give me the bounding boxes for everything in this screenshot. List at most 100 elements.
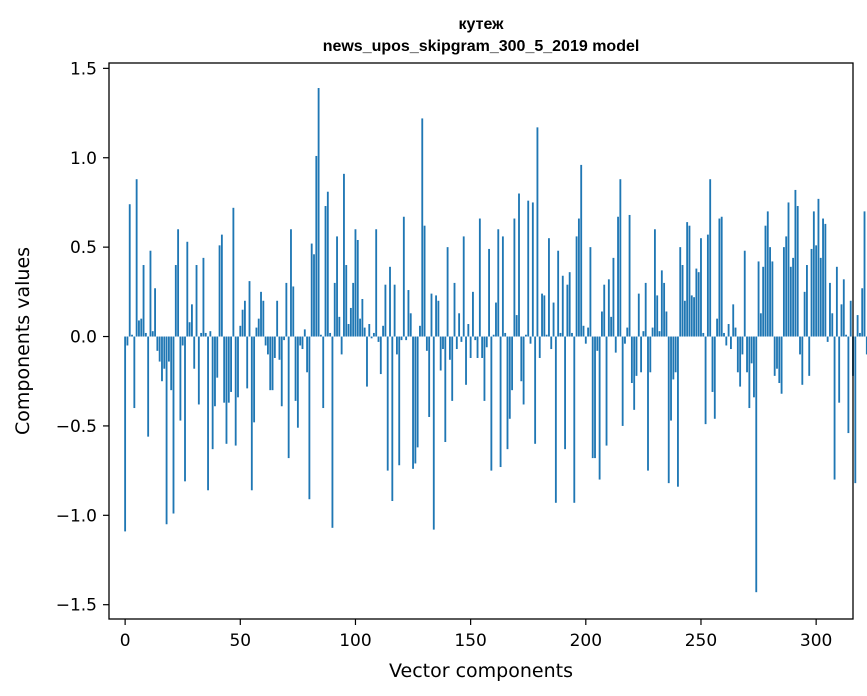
x-axis-label: Vector components bbox=[389, 660, 573, 682]
bar-299 bbox=[812, 211, 815, 337]
bar-162 bbox=[497, 229, 500, 337]
bar-140 bbox=[446, 247, 449, 337]
bar-129 bbox=[421, 118, 424, 337]
bar-203 bbox=[591, 336, 594, 459]
bar-212 bbox=[612, 257, 615, 337]
bar-289 bbox=[789, 266, 792, 337]
bar-54 bbox=[248, 281, 251, 337]
bar-194 bbox=[571, 332, 573, 337]
bar-33 bbox=[200, 332, 203, 337]
bar-51 bbox=[241, 309, 244, 337]
bar-53 bbox=[246, 336, 249, 389]
bar-12 bbox=[151, 331, 154, 337]
bar-16 bbox=[161, 336, 163, 382]
bar-217 bbox=[624, 336, 626, 344]
bar-180 bbox=[538, 336, 541, 358]
bar-318 bbox=[856, 315, 859, 337]
bar-28 bbox=[188, 322, 191, 337]
bar-8 bbox=[142, 265, 145, 337]
bar-118 bbox=[396, 336, 398, 355]
bar-72 bbox=[290, 229, 292, 337]
bar-222 bbox=[635, 336, 638, 376]
bar-14 bbox=[156, 336, 159, 351]
bar-178 bbox=[534, 336, 537, 444]
bar-81 bbox=[310, 243, 313, 337]
bar-309 bbox=[835, 266, 838, 337]
bar-82 bbox=[313, 254, 315, 337]
bar-228 bbox=[649, 336, 652, 373]
bar-69 bbox=[283, 336, 285, 341]
bar-97 bbox=[347, 324, 350, 337]
bar-63 bbox=[269, 336, 272, 391]
bar-225 bbox=[642, 331, 645, 337]
bar-236 bbox=[667, 336, 670, 484]
bar-99 bbox=[352, 282, 355, 337]
y-tick-label-3: 0.0 bbox=[70, 328, 97, 348]
bar-87 bbox=[324, 206, 327, 337]
bar-130 bbox=[423, 225, 426, 337]
bar-75 bbox=[296, 336, 299, 428]
bar-189 bbox=[559, 332, 562, 337]
bar-32 bbox=[197, 336, 200, 405]
bar-139 bbox=[444, 336, 447, 443]
bar-49 bbox=[237, 336, 239, 398]
bar-90 bbox=[331, 336, 334, 528]
bar-198 bbox=[580, 164, 583, 337]
y-tick-label-6: 1.5 bbox=[70, 59, 97, 79]
bar-67 bbox=[278, 336, 281, 360]
bar-37 bbox=[209, 331, 212, 337]
bar-125 bbox=[412, 336, 414, 469]
bar-57 bbox=[255, 327, 258, 337]
bar-285 bbox=[780, 336, 783, 394]
bar-244 bbox=[686, 222, 689, 337]
bar-183 bbox=[545, 334, 548, 337]
bar-173 bbox=[522, 336, 525, 405]
x-tick-label-0: 0 bbox=[120, 631, 131, 651]
bar-304 bbox=[824, 223, 827, 337]
bar-185 bbox=[550, 336, 553, 350]
bar-23 bbox=[177, 229, 180, 337]
bar-213 bbox=[614, 336, 617, 353]
bar-117 bbox=[393, 284, 396, 337]
bar-1 bbox=[126, 336, 129, 346]
bar-65 bbox=[273, 336, 276, 358]
bar-131 bbox=[425, 336, 428, 351]
bar-15 bbox=[158, 336, 161, 362]
bar-214 bbox=[617, 216, 619, 337]
bar-288 bbox=[787, 202, 790, 337]
bar-91 bbox=[333, 282, 336, 337]
bar-77 bbox=[301, 336, 304, 350]
x-tick-label-200: 200 bbox=[570, 631, 602, 651]
bar-319 bbox=[858, 332, 861, 337]
bar-55 bbox=[250, 336, 253, 491]
bar-270 bbox=[746, 336, 748, 373]
bar-273 bbox=[753, 336, 755, 398]
bar-267 bbox=[739, 336, 742, 387]
bar-238 bbox=[672, 336, 675, 380]
bar-163 bbox=[499, 336, 502, 468]
bar-144 bbox=[455, 336, 458, 350]
bar-311 bbox=[840, 304, 843, 337]
bar-305 bbox=[826, 336, 829, 342]
bar-187 bbox=[554, 336, 557, 503]
bar-287 bbox=[785, 236, 788, 337]
bar-286 bbox=[782, 247, 785, 337]
x-tick-label-250: 250 bbox=[685, 631, 717, 651]
bar-2 bbox=[128, 204, 131, 337]
bar-92 bbox=[336, 236, 338, 337]
bar-157 bbox=[485, 336, 488, 348]
bar-17 bbox=[163, 336, 166, 369]
bar-254 bbox=[709, 179, 712, 337]
bar-314 bbox=[847, 336, 850, 434]
bar-258 bbox=[718, 218, 721, 337]
bar-56 bbox=[253, 336, 256, 423]
bar-294 bbox=[801, 336, 804, 385]
bar-100 bbox=[354, 229, 357, 337]
bar-29 bbox=[191, 304, 193, 337]
bar-306 bbox=[829, 282, 831, 337]
bar-312 bbox=[842, 279, 845, 337]
bar-257 bbox=[716, 318, 719, 337]
bar-11 bbox=[149, 250, 152, 337]
y-axis-label: Components values bbox=[12, 247, 34, 435]
bar-122 bbox=[405, 336, 408, 341]
